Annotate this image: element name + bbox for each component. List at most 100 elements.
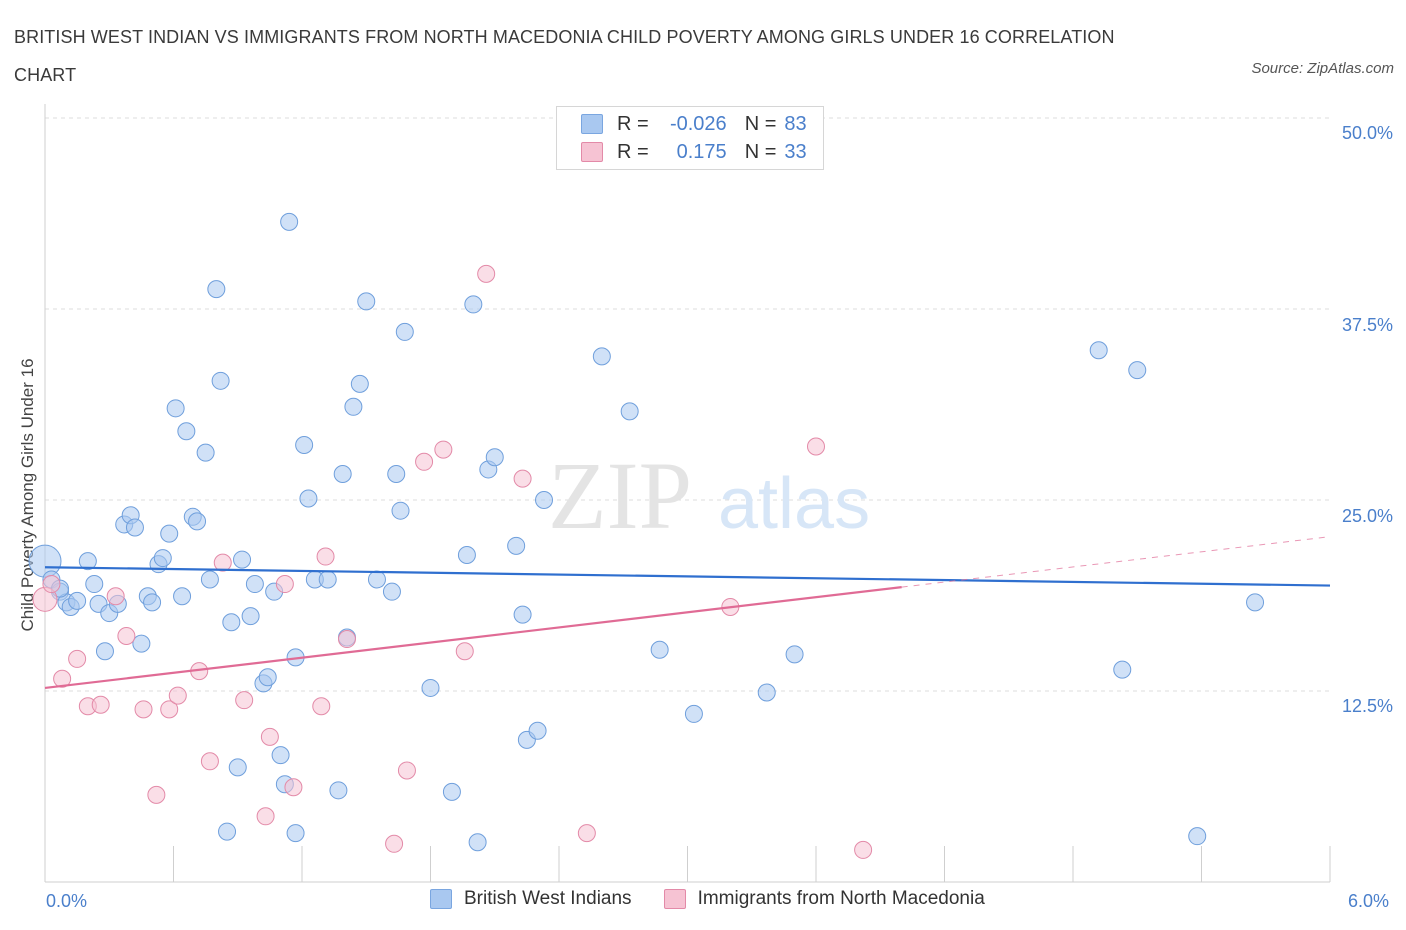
point-british-west-indians	[286, 824, 305, 843]
point-british-west-indians	[143, 593, 162, 612]
point-north-macedonia	[235, 691, 254, 710]
point-british-west-indians	[211, 371, 230, 390]
legend-swatch-blue	[581, 114, 603, 134]
point-british-west-indians	[344, 397, 363, 416]
point-british-west-indians	[228, 758, 247, 777]
point-north-macedonia	[106, 587, 125, 606]
point-north-macedonia	[117, 626, 136, 645]
point-british-west-indians	[160, 524, 179, 543]
y-tick-label: 50.0%	[1341, 123, 1393, 143]
point-north-macedonia	[807, 437, 825, 456]
point-british-west-indians	[329, 781, 348, 800]
point-british-west-indians	[153, 549, 172, 568]
point-british-west-indians	[442, 782, 461, 801]
point-british-west-indians	[95, 642, 114, 661]
legend-label: British West Indians	[464, 888, 632, 909]
legend-r-label: R =	[617, 140, 649, 163]
legend-item-british-west-indians[interactable]: British West Indians	[430, 888, 632, 910]
point-north-macedonia	[68, 649, 87, 668]
point-british-west-indians	[177, 422, 196, 441]
point-north-macedonia	[477, 264, 496, 283]
point-north-macedonia	[312, 697, 331, 716]
point-north-macedonia	[200, 752, 219, 771]
point-british-west-indians	[218, 822, 237, 841]
legend-n-value: 83	[784, 112, 807, 135]
point-north-macedonia	[53, 669, 72, 688]
trend-lines	[44, 536, 1331, 690]
point-north-macedonia	[42, 575, 61, 594]
point-british-west-indians	[1113, 660, 1132, 679]
point-british-west-indians	[173, 587, 192, 606]
point-british-west-indians	[391, 501, 410, 520]
point-north-macedonia	[213, 553, 232, 572]
point-british-west-indians	[233, 550, 252, 569]
point-british-west-indians	[78, 552, 97, 571]
point-british-west-indians	[513, 605, 532, 624]
point-british-west-indians	[68, 591, 87, 610]
legend-n-value: 33	[784, 140, 807, 163]
point-north-macedonia	[147, 785, 166, 804]
point-north-macedonia	[284, 778, 303, 797]
legend-r-value: 0.175	[676, 140, 727, 163]
point-british-west-indians	[421, 678, 440, 697]
point-north-macedonia	[168, 686, 187, 705]
point-british-west-indians	[457, 546, 476, 565]
point-british-west-indians	[1128, 361, 1147, 380]
series-legend: British West Indians Immigrants from Nor…	[430, 888, 1017, 910]
point-british-west-indians	[468, 833, 487, 852]
point-british-west-indians	[166, 399, 185, 418]
chart-title: BRITISH WEST INDIAN VS IMMIGRANTS FROM N…	[14, 27, 1115, 85]
legend-row-blue: R = -0.026 N = 83	[581, 110, 807, 138]
trend-line-british-west-indians	[44, 566, 1331, 587]
legend-swatch-pink	[581, 142, 603, 162]
point-british-west-indians	[196, 443, 215, 462]
legend-r-value: -0.026	[669, 112, 727, 135]
legend-n-label: N =	[744, 140, 777, 163]
point-british-west-indians	[367, 570, 386, 589]
point-north-macedonia	[854, 840, 873, 859]
legend-n-label: N =	[744, 112, 777, 135]
point-british-west-indians	[684, 704, 703, 723]
point-british-west-indians	[132, 634, 151, 653]
point-british-west-indians	[592, 347, 611, 366]
point-british-west-indians	[222, 613, 241, 632]
point-british-west-indians	[382, 582, 401, 601]
point-british-west-indians	[650, 640, 669, 659]
y-tick-label: 25.0%	[1341, 506, 1393, 526]
axes	[44, 104, 1331, 883]
point-north-macedonia	[91, 695, 110, 714]
legend-row-pink: R = 0.175 N = 33	[581, 138, 807, 166]
point-british-west-indians	[620, 402, 639, 421]
point-british-west-indians	[350, 374, 369, 393]
point-north-macedonia	[434, 440, 453, 459]
y-tick-label: 12.5%	[1341, 696, 1393, 716]
point-british-west-indians	[387, 465, 406, 484]
point-british-west-indians	[271, 746, 290, 765]
watermark-zip: ZIP	[548, 442, 692, 549]
x-tick-label-min: 0.0%	[46, 891, 88, 911]
source-label: Source: ZipAtlas.com	[1251, 60, 1394, 77]
legend-label: Immigrants from North Macedonia	[697, 888, 985, 909]
point-north-macedonia	[260, 727, 279, 746]
point-british-west-indians	[188, 512, 207, 531]
point-british-west-indians	[395, 322, 414, 341]
stats-legend: R = -0.026 N = 83 R = 0.175 N = 33	[556, 106, 824, 170]
point-british-west-indians	[241, 607, 260, 626]
point-north-macedonia	[415, 452, 434, 471]
legend-item-north-macedonia[interactable]: Immigrants from North Macedonia	[663, 888, 985, 910]
point-north-macedonia	[134, 700, 153, 719]
watermark-atlas: atlas	[718, 464, 870, 544]
point-north-macedonia	[256, 807, 275, 826]
point-north-macedonia	[577, 824, 596, 843]
point-british-west-indians	[507, 536, 526, 555]
point-british-west-indians	[357, 292, 376, 311]
legend-r-label: R =	[617, 112, 649, 135]
point-british-west-indians	[464, 295, 483, 314]
point-british-west-indians	[318, 570, 337, 589]
point-british-west-indians	[125, 518, 144, 537]
point-north-macedonia	[455, 642, 474, 661]
point-north-macedonia	[275, 575, 294, 594]
point-north-macedonia	[160, 700, 179, 719]
point-british-west-indians	[295, 435, 314, 454]
